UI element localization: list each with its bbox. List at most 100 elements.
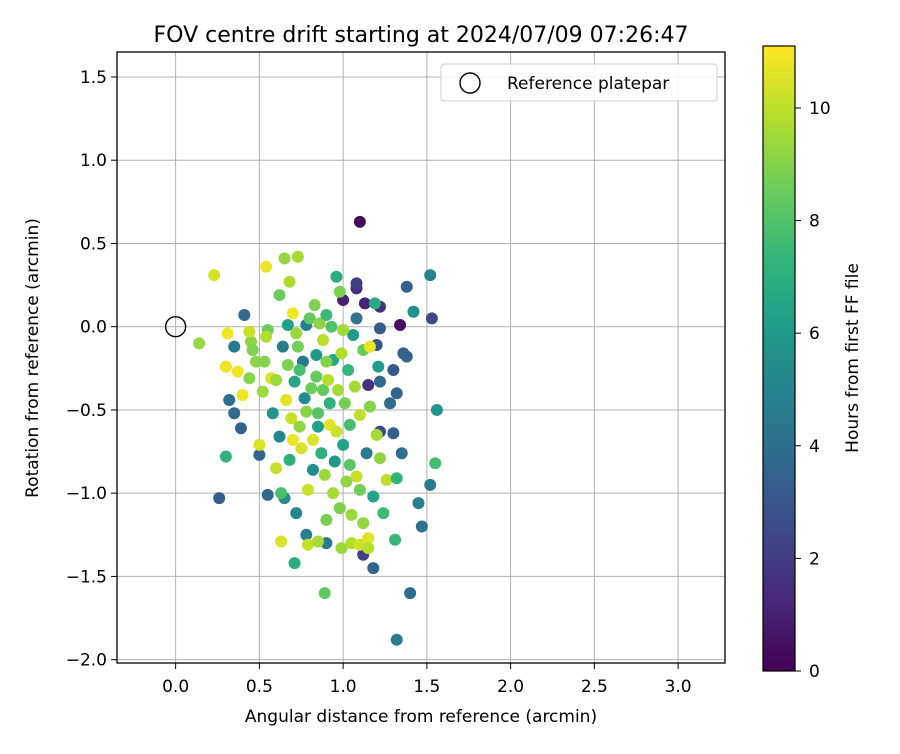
y-tick-label: −0.5 [66,401,107,421]
data-point [273,430,286,443]
data-point [311,420,324,433]
data-point [234,422,247,435]
data-point [213,492,226,505]
data-point [335,542,348,555]
data-point [360,447,373,460]
data-point [286,433,299,446]
data-point [315,447,328,460]
x-tick-label: 0.5 [246,677,273,697]
colorbar-ticks: 0 2 4 6 8 10 [795,99,831,682]
data-point [208,269,221,282]
data-point [350,312,363,325]
data-point [390,472,403,485]
y-tick-label: 0.0 [80,318,107,338]
data-point [288,375,301,388]
data-point [301,483,314,496]
data-point [415,520,428,533]
data-point [430,403,443,416]
data-point [286,307,299,320]
legend-box [440,63,718,102]
data-point [219,450,232,463]
data-point [380,473,393,486]
reference-marker [164,316,187,338]
data-point [311,407,324,420]
data-point [320,355,333,368]
data-point [358,297,371,310]
grid [117,52,725,663]
data-point [330,425,343,438]
chart-title: FOV centre drift starting at 2024/07/09 … [154,23,689,48]
data-point [303,312,316,325]
data-point [353,408,366,421]
x-tick-label: 2.0 [497,677,524,697]
colorbar-tick-label: 6 [809,324,820,344]
data-point [384,397,397,410]
legend-marker [459,72,481,94]
data-point [327,487,340,500]
x-tick-label: 1.0 [330,677,357,697]
data-point [407,305,420,318]
data-point [280,393,293,406]
data-point [400,350,413,363]
colorbar-gradient [762,45,796,672]
data-point [424,478,437,491]
data-point [367,562,380,575]
data-point [394,319,407,332]
data-point [335,347,348,360]
data-point [305,382,318,395]
data-point [281,358,294,371]
data-point [328,455,341,468]
data-point [333,502,346,515]
data-point [363,400,376,413]
data-point [246,344,259,357]
data-point [283,453,296,466]
data-point [276,340,289,353]
data-point [389,533,402,546]
data-point [310,370,323,383]
data-point [330,270,343,283]
x-tick-label: 0.0 [162,677,189,697]
y-tick-label: 1.5 [80,68,107,88]
data-point [266,407,279,420]
data-point [363,340,376,353]
legend: Reference platepar [440,63,718,102]
data-point [253,438,266,451]
data-point [275,487,288,500]
data-point [270,462,283,475]
data-point [362,542,375,555]
data-point [387,363,400,376]
data-point [285,412,298,425]
data-point [301,538,314,551]
data-point [377,507,390,520]
y-tick-label: 1.0 [80,151,107,171]
data-point [368,297,381,310]
y-tick-label: −1.0 [66,484,107,504]
data-point [350,277,363,290]
data-point [345,508,358,521]
data-point [228,407,241,420]
data-point [390,633,403,646]
data-point [243,325,256,338]
y-tick-label: −1.5 [66,567,107,587]
data-point [275,535,288,548]
data-point [400,280,413,293]
colorbar-tick-label: 2 [809,549,820,569]
data-point [313,317,326,330]
data-point [250,355,263,368]
data-point [373,322,386,335]
data-point [318,468,331,481]
data-point [281,319,294,332]
data-point [362,378,375,391]
data-point [253,448,266,461]
data-point [373,452,386,465]
data-point [258,355,271,368]
data-point [390,387,403,400]
x-tick-label: 1.5 [413,677,440,697]
data-point [357,517,370,530]
data-point [283,275,296,288]
data-point [362,532,375,545]
data-point [193,337,206,350]
data-point [231,365,244,378]
